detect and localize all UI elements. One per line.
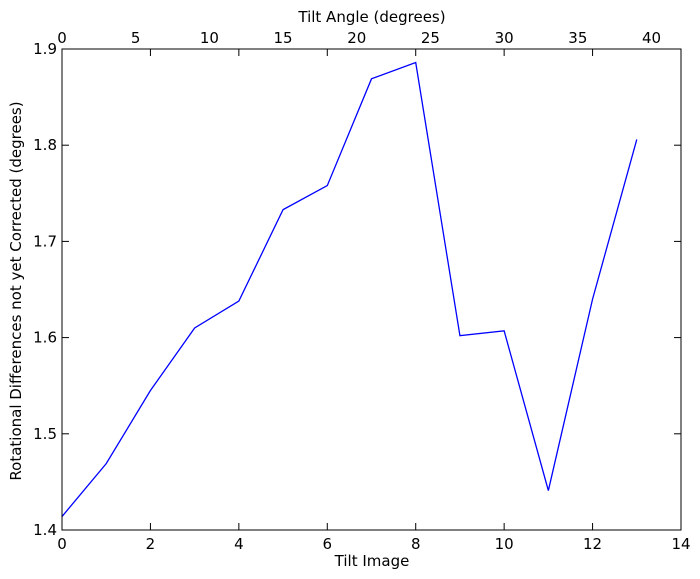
x-tick-label: 12 — [583, 535, 602, 553]
top-x-tick-label: 0 — [57, 29, 67, 47]
x-tick-label: 14 — [671, 535, 690, 553]
y-tick-label: 1.4 — [33, 521, 57, 539]
x-axis-label: Tilt Image — [334, 552, 410, 570]
top-x-tick-label: 35 — [568, 29, 587, 47]
plot-frame — [61, 48, 682, 531]
y-tick-label: 1.5 — [33, 425, 57, 443]
top-x-tick-label: 30 — [495, 29, 514, 47]
data-series — [61, 61, 638, 517]
x-tick-label: 8 — [411, 535, 421, 553]
y-tick-label: 1.7 — [33, 232, 57, 250]
top-x-tick-label: 20 — [347, 29, 366, 47]
y-tick-label: 1.8 — [33, 136, 57, 154]
axis-ticks: 0 2 4 6 8 10 12 14 0 5 10 15 20 25 30 35 40 1.4 1.5 1.6 1.7 1… — [33, 29, 690, 553]
top-x-tick-label: 15 — [274, 29, 293, 47]
top-x-axis-label: Tilt Angle (degrees) — [297, 8, 445, 26]
y-tick-label: 1.6 — [33, 329, 57, 347]
x-tick-label: 10 — [495, 535, 514, 553]
top-x-tick-label: 5 — [131, 29, 141, 47]
x-tick-label: 0 — [57, 535, 67, 553]
top-x-tick-label: 40 — [642, 29, 661, 47]
x-tick-label: 4 — [234, 535, 244, 553]
y-axis-label: Rotational Differences not yet Corrected… — [7, 101, 25, 480]
top-x-tick-label: 10 — [200, 29, 219, 47]
x-tick-label: 2 — [146, 535, 156, 553]
top-x-tick-label: 25 — [421, 29, 440, 47]
x-tick-label: 6 — [323, 535, 333, 553]
y-tick-label: 1.9 — [33, 40, 57, 58]
series-line — [61, 61, 638, 517]
